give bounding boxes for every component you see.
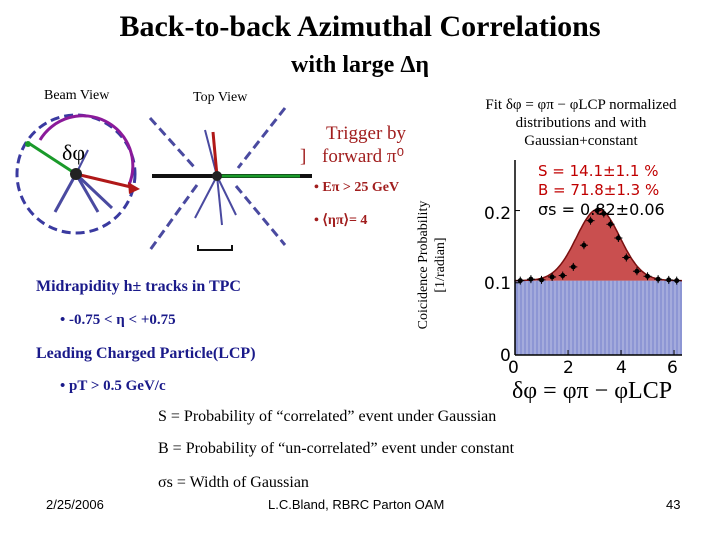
data-point xyxy=(634,268,640,274)
data-point xyxy=(666,277,672,283)
beam-view-label: Beam View xyxy=(44,88,110,103)
data-point xyxy=(655,276,661,282)
trigger-eta-cut: • ⟨ηπ⟩= 4 xyxy=(314,213,368,228)
data-point xyxy=(570,264,576,270)
slide-subtitle: with large Δη xyxy=(291,52,429,78)
fit-description: Fit δφ = φπ − φLCP normalized distributi… xyxy=(466,96,696,150)
footer-date: 2/25/2006 xyxy=(46,497,104,512)
footer-author: L.C.Bland, RBRC Parton OAM xyxy=(268,497,445,512)
midrapidity-eta-cut: • -0.75 < η < +0.75 xyxy=(60,312,176,328)
midrapidity-heading: Midrapidity h± tracks in TPC xyxy=(36,278,241,295)
dphi-label: δφ xyxy=(62,140,86,165)
footer-page-number: 43 xyxy=(666,497,681,512)
plot-xtick-0: 0 xyxy=(508,358,519,378)
plot-ytick-01: 0.1 xyxy=(484,274,512,294)
data-point xyxy=(615,235,621,241)
data-point xyxy=(607,221,613,227)
dphi-arc xyxy=(38,114,135,186)
data-point xyxy=(581,242,587,248)
slide-title: Back-to-back Azimuthal Correlations xyxy=(119,10,601,43)
gaussian-fill xyxy=(515,209,682,281)
trigger-energy-cut: • Eπ > 25 GeV xyxy=(314,180,400,195)
top-vertex xyxy=(212,171,222,181)
data-point xyxy=(539,277,545,283)
data-point xyxy=(588,218,594,224)
constant-fill xyxy=(515,280,682,355)
fit-line2: distributions and with xyxy=(515,115,647,131)
top-lcp-track xyxy=(211,131,219,177)
beam-trigger-track xyxy=(29,142,77,176)
lcp-heading: Leading Charged Particle(LCP) xyxy=(36,345,256,362)
def-sigma: σs = Width of Gaussian xyxy=(158,474,309,491)
plot-xtick-6: 6 xyxy=(667,358,678,378)
top-view-label: Top View xyxy=(193,90,248,105)
data-point xyxy=(594,208,600,214)
beam-view-detector-circle xyxy=(15,113,137,235)
data-point xyxy=(601,210,607,216)
data-point xyxy=(623,255,629,260)
data-point xyxy=(674,278,680,284)
fit-line3: Gaussian+constant xyxy=(524,133,638,149)
lcp-pt-cut: • pT > 0.5 GeV/c xyxy=(60,378,166,394)
def-signal: S = Probability of “correlated” event un… xyxy=(158,408,497,425)
stat-background: B = 71.8±1.3 % xyxy=(538,181,660,199)
data-point xyxy=(528,276,534,282)
data-point xyxy=(517,278,523,284)
plot-ytick-02: 0.2 xyxy=(484,204,512,224)
trigger-bracket: ] xyxy=(300,146,307,167)
trigger-line2: forward π⁰ xyxy=(322,146,405,167)
plot-xlabel: δφ = φπ − φLCP xyxy=(512,378,673,404)
fit-line1: Fit δφ = φπ − φLCP normalized xyxy=(485,97,677,113)
data-point xyxy=(645,273,651,279)
def-background: B = Probability of “un-correlated” event… xyxy=(158,440,515,457)
beam-vertex xyxy=(70,168,82,180)
plot-xtick-2: 2 xyxy=(563,358,574,378)
plot-xtick-4: 4 xyxy=(616,358,627,378)
data-point xyxy=(549,274,555,280)
plot-ytick-0: 0 xyxy=(500,346,511,366)
stat-sigma: σs = 0.82±0.06 xyxy=(538,200,665,219)
trigger-line1: Trigger by xyxy=(326,123,407,144)
stat-signal: S = 14.1±1.1 % xyxy=(538,162,659,180)
data-point xyxy=(560,273,566,279)
beam-lcp-track xyxy=(75,172,136,190)
